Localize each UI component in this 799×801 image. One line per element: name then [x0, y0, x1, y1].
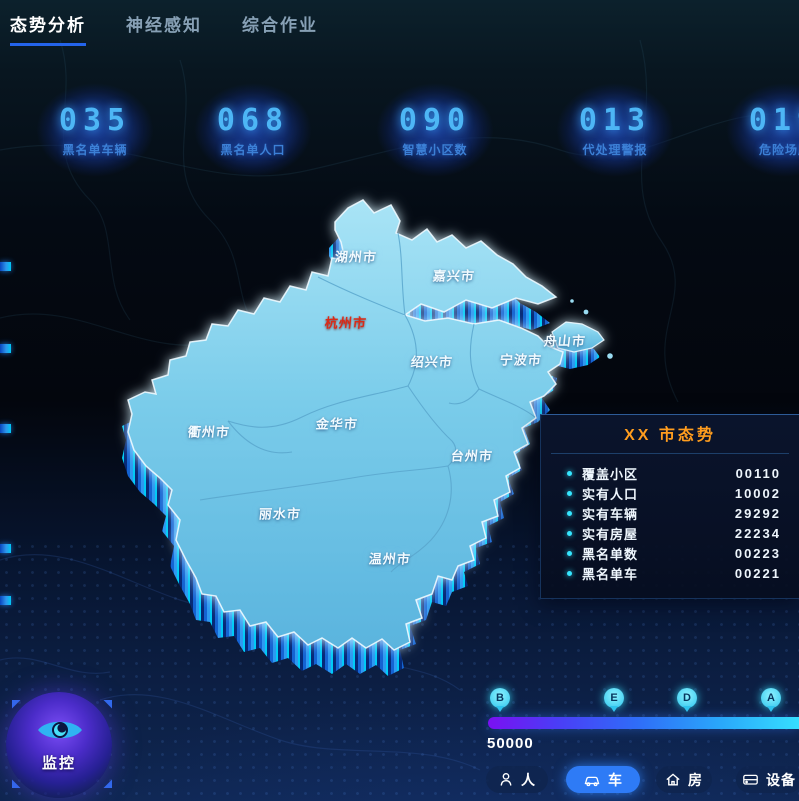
- car-icon: [584, 776, 600, 786]
- row-value: 00223: [734, 545, 781, 561]
- map-city-label-lishui[interactable]: 丽水市: [258, 506, 302, 522]
- house-icon: [666, 773, 680, 786]
- row-value: 10002: [734, 485, 781, 501]
- filter-car-button[interactable]: 车: [566, 766, 640, 793]
- kpi-label: 黑名单人口: [220, 143, 286, 157]
- row-value: 29292: [734, 505, 781, 521]
- map-city-label-zhoushan[interactable]: 舟山市: [543, 333, 587, 349]
- person-icon: [500, 773, 512, 786]
- panel-row: 实有房屋 22234: [541, 523, 799, 543]
- map-city-label-jinhua[interactable]: 金华市: [315, 416, 359, 432]
- divider: [551, 453, 789, 454]
- bullet-dot: [567, 510, 572, 516]
- kpi-value: 013: [578, 103, 652, 138]
- bullet-dot: [567, 550, 572, 556]
- timeline-slider[interactable]: [488, 717, 799, 729]
- monitor-button[interactable]: 监控: [2, 688, 118, 801]
- filter-label: 房: [688, 771, 703, 788]
- kpi-label: 危险场所: [758, 143, 799, 157]
- panel-row: 黑名单数 00223: [541, 543, 799, 563]
- slider-marker-a[interactable]: A: [761, 688, 781, 712]
- bullet-dot: [567, 570, 572, 576]
- bullet-dot: [567, 530, 572, 536]
- panel-rows: 覆盖小区 00110 实有人口 10002 实有车辆 29292 实有房屋 22…: [541, 463, 799, 583]
- filter-label: 设备: [766, 771, 796, 788]
- filter-house-button[interactable]: 房: [656, 766, 712, 793]
- map-city-label-hangzhou[interactable]: 杭州市: [324, 315, 368, 331]
- row-label: 实有人口: [582, 486, 639, 502]
- panel-row: 实有人口 10002: [541, 483, 799, 503]
- map-city-label-shaoxing[interactable]: 绍兴市: [410, 354, 454, 370]
- bullet-dot: [567, 470, 572, 476]
- city-situation-panel: XX 市态势 覆盖小区 00110 实有人口 10002 实有车辆 29292 …: [540, 414, 799, 599]
- device-icon: [743, 774, 758, 785]
- kpi-label: 黑名单车辆: [62, 143, 128, 157]
- kpi-circle-blacklist-population: 068 黑名单人口: [178, 70, 328, 190]
- panel-row: 覆盖小区 00110: [541, 463, 799, 483]
- row-value: 00110: [735, 465, 781, 481]
- monitor-label: 监控: [41, 755, 76, 772]
- row-label: 黑名单车: [582, 566, 639, 582]
- panel-row: 黑名单车 00221: [541, 563, 799, 583]
- map-edge-fragment: [0, 262, 11, 271]
- top-nav: 态势分析 神经感知 综合作业: [10, 11, 318, 46]
- row-label: 黑名单数: [582, 546, 639, 562]
- slider-marker-e[interactable]: E: [604, 688, 624, 712]
- map-city-label-taizhou[interactable]: 台州市: [450, 448, 494, 464]
- kpi-value: 068: [216, 103, 290, 138]
- kpi-value: 019: [748, 103, 799, 138]
- panel-title: XX 市态势: [624, 427, 716, 444]
- row-label: 实有房屋: [582, 526, 639, 542]
- map-city-label-ningbo[interactable]: 宁波市: [499, 352, 543, 368]
- kpi-value: 090: [398, 103, 472, 138]
- map-city-label-jiaxing[interactable]: 嘉兴市: [432, 268, 476, 284]
- row-label: 覆盖小区: [582, 466, 639, 482]
- map-edge-fragment: [0, 424, 11, 433]
- map-edge-fragment: [0, 344, 11, 353]
- monitor-orb: [6, 692, 112, 798]
- kpi-circle-smart-communities: 090 智慧小区数: [360, 70, 510, 190]
- filter-label: 车: [608, 771, 623, 788]
- row-label: 实有车辆: [582, 506, 639, 522]
- kpi-circle-blacklist-vehicles: 035 黑名单车辆: [20, 70, 170, 190]
- slider-marker-d[interactable]: D: [677, 688, 697, 712]
- row-value: 22234: [734, 525, 781, 541]
- kpi-label: 代处理警报: [582, 143, 648, 157]
- map-city-label-quzhou[interactable]: 衢州市: [187, 424, 231, 440]
- tab-comprehensive-operations[interactable]: 综合作业: [242, 16, 318, 35]
- tab-neural-perception[interactable]: 神经感知: [126, 16, 202, 35]
- filter-label: 人: [521, 771, 536, 788]
- kpi-value: 035: [58, 103, 132, 138]
- map-city-label-huzhou[interactable]: 湖州市: [334, 249, 378, 265]
- eye-icon: [38, 721, 82, 739]
- panel-row: 实有车辆 29292: [541, 503, 799, 523]
- map-edge-fragment: [0, 544, 11, 553]
- bullet-dot: [567, 490, 572, 496]
- map-city-label-wenzhou[interactable]: 温州市: [368, 551, 412, 567]
- slider-marker-b[interactable]: B: [490, 688, 510, 712]
- map-edge-fragment: [0, 596, 11, 605]
- slider-value: 50000: [487, 735, 534, 752]
- tab-situation-analysis[interactable]: 态势分析: [10, 11, 86, 46]
- filter-device-button[interactable]: 设备: [736, 766, 799, 793]
- kpi-label: 智慧小区数: [402, 143, 468, 157]
- filter-person-button[interactable]: 人: [486, 766, 548, 793]
- kpi-circle-pending-alerts: 013 代处理警报: [540, 70, 690, 190]
- row-value: 00221: [734, 565, 781, 581]
